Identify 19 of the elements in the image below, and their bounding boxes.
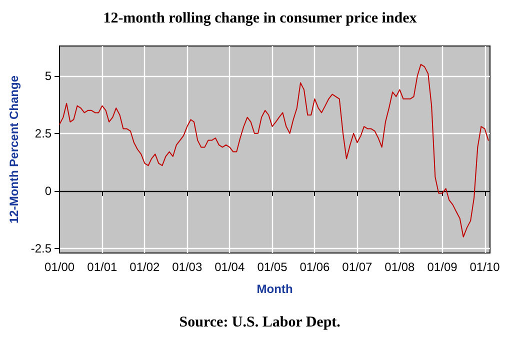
y-tick-label: -2.5 <box>30 241 52 256</box>
x-tick-label: 01/01 <box>87 260 118 274</box>
x-tick-label: 01/09 <box>427 260 458 274</box>
x-tick-label: 01/05 <box>257 260 288 274</box>
source-note: Source: U.S. Labor Dept. <box>179 314 341 330</box>
x-tick-label: 01/03 <box>172 260 202 274</box>
x-tick-label: 01/10 <box>470 260 500 274</box>
chart-title: 12-month rolling change in consumer price index <box>103 10 418 26</box>
y-tick-label: 2.5 <box>34 126 52 140</box>
y-tick-label: 0 <box>44 184 52 198</box>
x-axis-title: Month <box>256 282 293 296</box>
x-tick-label: 01/07 <box>342 260 373 274</box>
y-axis-title: 12-Month Percent Change <box>7 75 21 224</box>
x-tick-label: 01/08 <box>384 260 416 274</box>
y-tick-label: 5 <box>44 68 52 83</box>
x-tick-label: 01/02 <box>130 260 160 274</box>
x-tick-label: 01/04 <box>214 260 245 274</box>
x-tick-label: 01/06 <box>300 260 330 274</box>
x-tick-label: 01/00 <box>44 260 75 274</box>
